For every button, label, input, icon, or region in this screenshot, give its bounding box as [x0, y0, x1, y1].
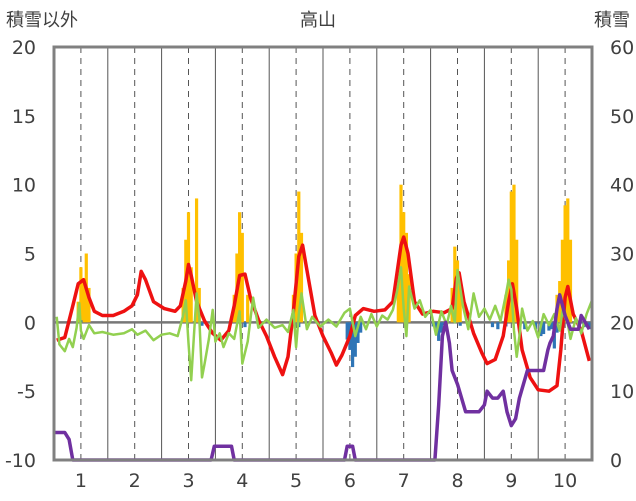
- bar: [404, 232, 408, 323]
- bar: [356, 322, 360, 343]
- bar: [396, 267, 400, 323]
- bar: [359, 322, 363, 333]
- bar: [345, 322, 349, 340]
- bar: [243, 322, 247, 328]
- bar: [560, 239, 565, 323]
- bar: [200, 322, 204, 326]
- bar: [181, 287, 185, 323]
- right-tick-label: 10: [610, 381, 634, 403]
- right-tick-label: 50: [610, 106, 634, 128]
- bar: [515, 239, 519, 323]
- bar: [547, 322, 551, 331]
- left-tick-label: -10: [5, 450, 36, 472]
- bar: [402, 212, 406, 323]
- bar: [238, 212, 242, 323]
- x-tick-label: 4: [236, 470, 248, 492]
- x-tick-label: 9: [505, 470, 517, 492]
- series-line: [55, 266, 594, 382]
- bar: [523, 322, 527, 330]
- left-tick-label: 10: [12, 175, 36, 197]
- lines: [54, 235, 594, 462]
- left-axis-label: 積雪以外: [6, 10, 78, 31]
- x-tick-label: 1: [75, 470, 87, 492]
- bar: [87, 287, 91, 323]
- bar: [240, 232, 244, 323]
- bar: [555, 322, 559, 333]
- bar: [568, 239, 573, 323]
- x-tick-label: 5: [290, 470, 302, 492]
- bar: [350, 322, 355, 368]
- bar: [434, 322, 438, 331]
- bar: [563, 205, 567, 323]
- bar: [246, 294, 250, 323]
- tick-labels: -10 -5 0 5 10 15 20 0 10 20 30 40 50 60 1 2 3 4 5 6 7 8 9 10: [5, 37, 634, 492]
- gridlines: [54, 47, 592, 460]
- bar: [194, 198, 199, 323]
- right-tick-label: 20: [610, 312, 634, 334]
- bar: [507, 260, 511, 323]
- right-tick-label: 60: [610, 37, 634, 59]
- x-tick-label: 6: [344, 470, 356, 492]
- bar: [299, 232, 304, 323]
- bar: [81, 281, 86, 323]
- left-tick-label: 15: [12, 106, 36, 128]
- x-tick-label: 8: [451, 470, 463, 492]
- right-tick-label: 40: [610, 175, 634, 197]
- bar: [566, 198, 570, 323]
- x-tick-label: 10: [553, 470, 577, 492]
- x-tick-label: 2: [129, 470, 141, 492]
- plot-frame: [52, 45, 594, 462]
- right-tick-label: 0: [610, 450, 622, 472]
- bar: [353, 322, 357, 357]
- x-tick-label: 3: [182, 470, 194, 492]
- bar: [512, 184, 516, 323]
- bar: [458, 287, 462, 323]
- left-tick-label: -5: [17, 381, 36, 403]
- left-tick-label: 0: [24, 312, 36, 334]
- bar: [458, 322, 462, 326]
- left-tick-label: 5: [24, 244, 36, 266]
- right-tick-label: 30: [610, 244, 634, 266]
- bar: [496, 322, 500, 330]
- left-tick-label: 20: [12, 37, 36, 59]
- series-line: [54, 293, 591, 462]
- bar: [189, 267, 193, 323]
- bar: [550, 322, 554, 330]
- bar: [587, 322, 591, 330]
- bar: [541, 322, 546, 335]
- x-tick-label: 7: [398, 470, 410, 492]
- bar: [439, 322, 443, 333]
- bar: [437, 322, 441, 341]
- bar: [509, 191, 513, 323]
- right-axis-label: 積雪: [594, 10, 630, 31]
- chart-title: 高山: [300, 10, 336, 31]
- bar: [79, 267, 83, 323]
- bar: [490, 322, 495, 328]
